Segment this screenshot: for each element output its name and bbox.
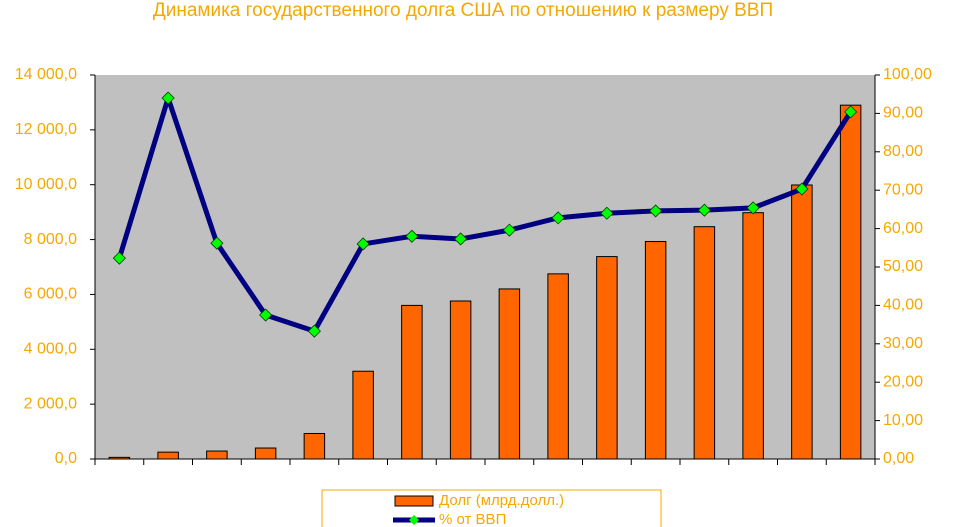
y-tick-label: 10 000,0	[15, 176, 77, 193]
marker	[551, 211, 565, 225]
y2-tick-label: 30,00	[883, 335, 923, 352]
y-tick-label: 14 000,0	[15, 66, 77, 83]
bar	[401, 304, 423, 460]
marker	[161, 91, 175, 105]
bar	[254, 447, 277, 460]
y2-tick-label: 10,00	[883, 412, 923, 429]
line	[116, 95, 853, 334]
bar	[449, 300, 472, 460]
legend: Долг (млрд.долл.) % от ВВП	[321, 489, 662, 527]
marker	[405, 229, 419, 243]
marker	[454, 232, 468, 246]
legend-label: Долг (млрд.долл.)	[439, 492, 564, 509]
y2-tick-label: 40,00	[883, 297, 923, 314]
marker	[502, 223, 516, 237]
bar	[206, 450, 228, 460]
bar	[303, 432, 326, 460]
y2-tick-label: 100,00	[883, 66, 932, 83]
bar	[839, 104, 862, 460]
y-tick-label: 8 000,0	[24, 231, 77, 248]
marker	[600, 206, 614, 220]
bar	[596, 256, 618, 460]
marker	[210, 236, 224, 250]
bar	[352, 370, 374, 460]
bar	[693, 226, 716, 460]
marker	[356, 237, 370, 251]
y-tick-label: 6 000,0	[24, 286, 77, 303]
bar	[791, 184, 813, 460]
marker	[307, 324, 321, 338]
legend-label: % от ВВП	[439, 511, 506, 527]
marker	[844, 105, 858, 119]
marker	[697, 203, 711, 217]
marker	[112, 251, 126, 265]
bar	[157, 451, 179, 460]
y-tick-label: 0,0	[55, 450, 77, 467]
y-tick-label: 12 000,0	[15, 121, 77, 138]
y-tick-label: 4 000,0	[24, 341, 77, 358]
y2-tick-label: 70,00	[883, 181, 923, 198]
bar	[108, 456, 131, 460]
bar	[644, 240, 667, 460]
marker	[746, 201, 760, 215]
legend-marker	[409, 515, 419, 525]
y-tick-label: 2 000,0	[24, 395, 77, 412]
legend-box	[321, 489, 662, 527]
marker	[795, 182, 809, 196]
marker	[649, 204, 663, 218]
marker	[259, 308, 273, 322]
legend-swatch	[394, 495, 434, 507]
y2-tick-label: 20,00	[883, 373, 923, 390]
y2-tick-label: 90,00	[883, 105, 923, 122]
y2-tick-label: 80,00	[883, 143, 923, 160]
bar	[742, 212, 764, 460]
chart-title: Динамика государственного долга США по о…	[153, 0, 773, 21]
y2-tick-label: 60,00	[883, 220, 923, 237]
bar	[498, 288, 521, 460]
y2-tick-label: 50,00	[883, 258, 923, 275]
y2-tick-label: 0,00	[883, 450, 914, 467]
bar	[547, 273, 569, 460]
